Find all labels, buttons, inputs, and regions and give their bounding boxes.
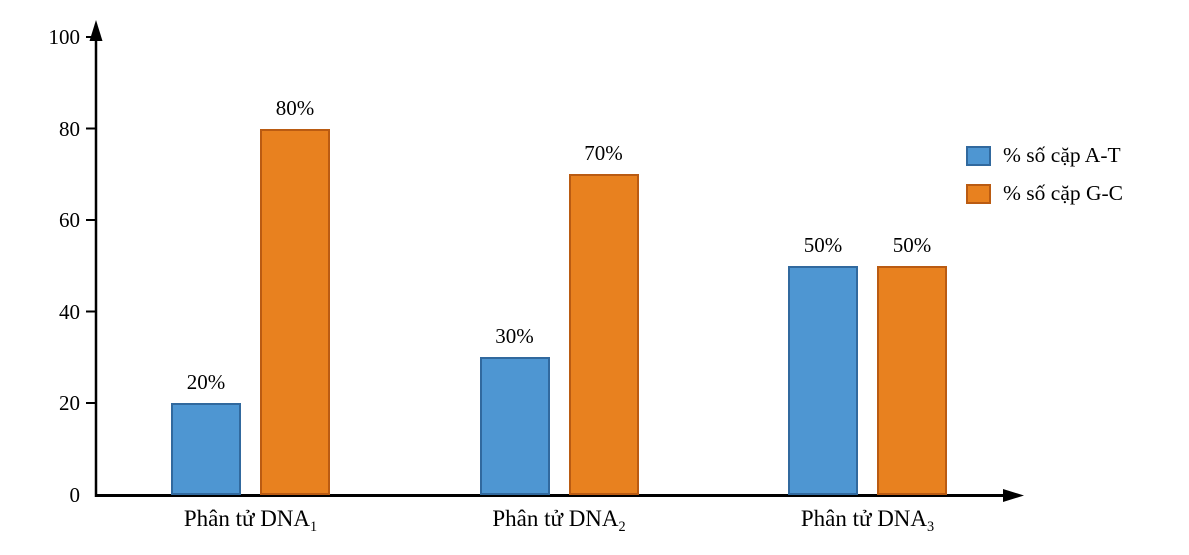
bar-at xyxy=(479,357,550,495)
legend-swatch-at-icon xyxy=(966,145,991,166)
bar-gc xyxy=(260,128,330,495)
legend-item: % số cặp A-T xyxy=(966,143,1123,168)
bar-at xyxy=(171,403,241,495)
legend-swatch-gc-icon xyxy=(966,183,991,204)
x-category-label: Phân tử DNA3 xyxy=(800,506,935,535)
y-tick-label: 20 xyxy=(59,391,80,415)
legend: % số cặp A-T % số cặp G-C xyxy=(966,143,1123,219)
y-tick-label: 60 xyxy=(59,208,80,232)
bar-gc xyxy=(877,265,947,495)
x-category-label: Phân tử DNA1 xyxy=(183,506,318,535)
y-tick-label: 0 xyxy=(69,482,81,507)
bar-value-label: 70% xyxy=(584,141,623,166)
y-axis-arrow-icon xyxy=(89,20,103,41)
y-tick-label: 40 xyxy=(59,299,80,324)
bar-value-label: 50% xyxy=(803,232,843,257)
y-tick-label: 80 xyxy=(59,116,80,141)
x-axis-arrow-icon xyxy=(1003,489,1024,502)
bar-value-label: 80% xyxy=(275,95,315,120)
bar-value-label: 20% xyxy=(186,370,226,394)
bar-gc xyxy=(568,174,639,495)
x-category-label: Phân tử DNA2 xyxy=(492,506,626,535)
bar-at xyxy=(788,265,858,495)
y-tick-marks xyxy=(86,36,96,404)
y-tick-label: 100 xyxy=(48,25,81,49)
bar-value-label: 30% xyxy=(495,324,534,349)
legend-label: % số cặp G-C xyxy=(1003,181,1124,205)
legend-item: % số cặp G-C xyxy=(966,181,1123,206)
legend-label: % số cặp A-T xyxy=(1003,143,1121,167)
bar-value-label: 50% xyxy=(892,232,932,257)
